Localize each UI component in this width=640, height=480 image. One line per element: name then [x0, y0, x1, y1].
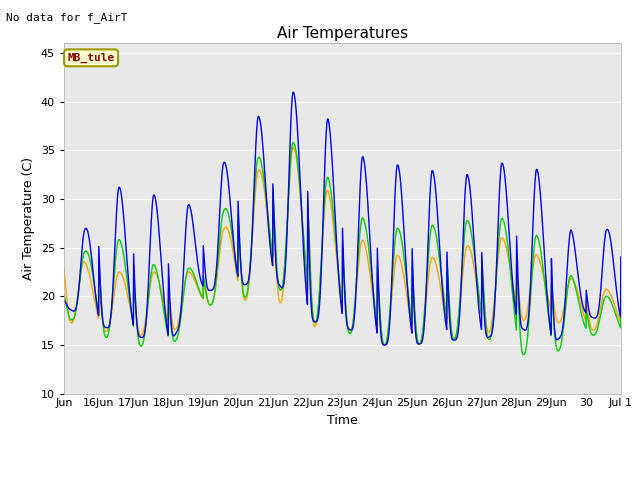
Tsonic: [617, 300, 625, 305]
li77_temp: [116, 237, 124, 243]
li75_t: [289, 89, 297, 95]
li77_temp: [236, 243, 244, 249]
Tsonic: [60, 266, 68, 272]
li75_t: [511, 299, 518, 304]
li75_t: [617, 254, 625, 260]
li77_temp: [542, 290, 550, 296]
li77_temp: [510, 308, 518, 313]
Tsonic: [236, 251, 244, 257]
X-axis label: Time: Time: [327, 414, 358, 427]
Text: MB_tule: MB_tule: [67, 53, 115, 63]
Tsonic: [511, 291, 518, 297]
Title: Air Temperatures: Air Temperatures: [277, 25, 408, 41]
li77_temp: [60, 292, 68, 298]
Tsonic: [116, 269, 124, 275]
li75_t: [542, 275, 550, 280]
li77_temp: [617, 305, 625, 311]
Line: li75_t: li75_t: [64, 92, 621, 345]
li77_temp: [376, 310, 384, 315]
Text: No data for f_AirT: No data for f_AirT: [6, 12, 128, 23]
li75_t: [381, 342, 388, 348]
li77_temp: [520, 352, 527, 358]
li77_temp: [609, 304, 617, 310]
Tsonic: [376, 314, 384, 320]
li75_t: [609, 258, 617, 264]
Tsonic: [609, 298, 617, 304]
li75_t: [116, 185, 124, 191]
li75_t: [60, 298, 68, 303]
Y-axis label: Air Temperature (C): Air Temperature (C): [22, 157, 35, 280]
li75_t: [376, 319, 384, 324]
li77_temp: [289, 140, 297, 145]
Tsonic: [381, 342, 388, 348]
li75_t: [236, 243, 244, 249]
Line: li77_temp: li77_temp: [64, 143, 621, 355]
Tsonic: [289, 144, 297, 150]
Tsonic: [542, 285, 550, 290]
Line: Tsonic: Tsonic: [64, 147, 621, 345]
